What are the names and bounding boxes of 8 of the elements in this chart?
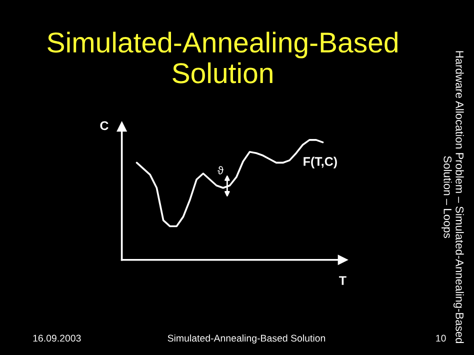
chart-title: Simulated-Annealing-Based Solution [48, 32, 398, 84]
series-label: F(T,C) [304, 156, 337, 168]
text: 16.09.2003 [33, 334, 81, 342]
x-axis-title: T [339, 276, 346, 285]
text: Simulated-Annealing-Based Solution [168, 334, 326, 344]
annotation: ϑ [218, 166, 224, 174]
y-axis-title: C [100, 121, 108, 130]
text: 10 [436, 334, 446, 342]
